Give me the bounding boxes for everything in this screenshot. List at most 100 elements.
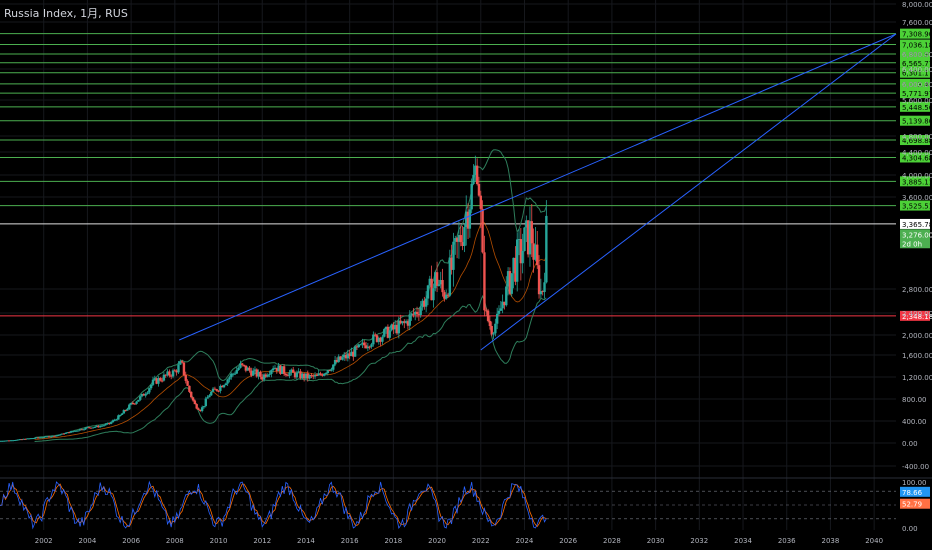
candle-body [35, 437, 38, 439]
price-tick-label: 800.00 [902, 396, 927, 404]
price-tick-label: 2,800.00 [902, 286, 932, 294]
price-tick-label: -400.00 [902, 463, 929, 471]
candle-body [261, 376, 264, 380]
time-axis[interactable]: 2002 2004 2006 2008 2010 2012 2014 2016 2018 2020… [35, 537, 883, 545]
candle-body [155, 378, 158, 384]
level-label-bg [900, 135, 930, 146]
candle-body [22, 438, 25, 440]
candle-body [450, 257, 453, 270]
candle-body [66, 432, 69, 434]
trendline[interactable] [179, 33, 897, 341]
candle-body [526, 220, 530, 255]
candle-body [390, 324, 393, 331]
candle-body [51, 435, 55, 437]
level-label-bg [900, 115, 930, 126]
candle-body [335, 359, 339, 362]
price-axis[interactable]: 8,000.00 7,600.00 6,800.00 6,400.00 6,000.00… [902, 1, 932, 471]
candle-body [446, 294, 450, 296]
time-tick-label: 2022 [472, 537, 490, 545]
level-label: 6,003.40 [902, 81, 932, 89]
candle-body [40, 437, 44, 439]
candle-body [197, 408, 200, 410]
candle-body [399, 320, 402, 324]
candle-body [472, 174, 475, 184]
time-tick-label: 2036 [778, 537, 796, 545]
candle-body [430, 278, 433, 301]
candle-body [519, 239, 523, 264]
candle-body [26, 438, 29, 440]
candle-body [253, 369, 257, 371]
time-tick-label: 2004 [79, 537, 97, 545]
trendline[interactable] [480, 33, 897, 351]
candle-body [539, 291, 543, 295]
candle-body [414, 311, 417, 315]
candle-body [239, 363, 242, 368]
candle-body [259, 371, 262, 377]
candle-body [337, 356, 340, 362]
candle-body [516, 239, 519, 282]
trendlines[interactable] [179, 33, 897, 351]
level-label: 4,304.68 [902, 154, 932, 162]
candle-body [255, 369, 258, 377]
candle-body [73, 430, 76, 432]
candle-body [494, 323, 497, 334]
price-tick-label: 4,400.00 [902, 149, 932, 157]
candle-body [350, 351, 353, 357]
candle-body [339, 356, 342, 360]
candle-body [78, 429, 82, 431]
candle-body [215, 389, 218, 391]
candle-body [177, 364, 180, 373]
stoch-value-bg [900, 486, 930, 497]
level-label-bg [900, 152, 930, 163]
candle-body [326, 370, 330, 374]
candle-body [142, 394, 146, 396]
horizontal-levels[interactable]: 7,308.90 7,036.186,800.976,565.77 6,301.17… [0, 28, 932, 321]
candle-body [463, 227, 466, 247]
candle-body [366, 346, 370, 349]
candle-body [71, 431, 75, 433]
candle-body [282, 366, 286, 374]
candle-body [315, 375, 319, 377]
candle-body [128, 404, 131, 410]
candle-body [93, 426, 96, 428]
time-tick-label: 2020 [428, 537, 446, 545]
reference-label-bg [900, 218, 930, 229]
candle-body [228, 377, 231, 380]
candle-body [525, 220, 528, 228]
level-label: 6,301.17 [902, 70, 932, 78]
candle-body [97, 425, 100, 428]
price-tick-label: 4,000.00 [902, 172, 932, 180]
candle-body [459, 235, 462, 243]
reference-label-bg [900, 310, 930, 321]
candle-body [108, 423, 111, 425]
candle-body [62, 433, 65, 435]
candle-body [2, 440, 5, 442]
candle-body [57, 434, 60, 436]
reference-label: 2,348.18 [902, 313, 932, 321]
candle-body [160, 380, 164, 382]
candle-body [532, 243, 535, 260]
candle-body [262, 374, 266, 380]
candle-body [361, 342, 364, 345]
candle-body [84, 427, 87, 430]
candle-body [432, 288, 435, 301]
candle-body [55, 435, 58, 437]
candle-body [131, 402, 135, 404]
stoch-rsi-pane: 100.00 0.00 78.66 52.79 [0, 479, 930, 533]
candle-body [304, 373, 308, 379]
candle-body [111, 420, 115, 423]
candle-body [388, 330, 391, 338]
candle-body [0, 440, 4, 442]
stoch-tick-label: 0.00 [902, 525, 918, 533]
candle-body [470, 183, 473, 210]
candle-body [346, 353, 350, 359]
candle-body [373, 334, 377, 336]
candle-body [190, 391, 193, 398]
candle-body [290, 369, 293, 373]
candle-body [461, 242, 464, 247]
stoch-k-line [0, 480, 547, 530]
price-tick-label: 1,600.00 [902, 352, 932, 360]
candle-body [372, 334, 375, 345]
candle-body [149, 384, 153, 389]
